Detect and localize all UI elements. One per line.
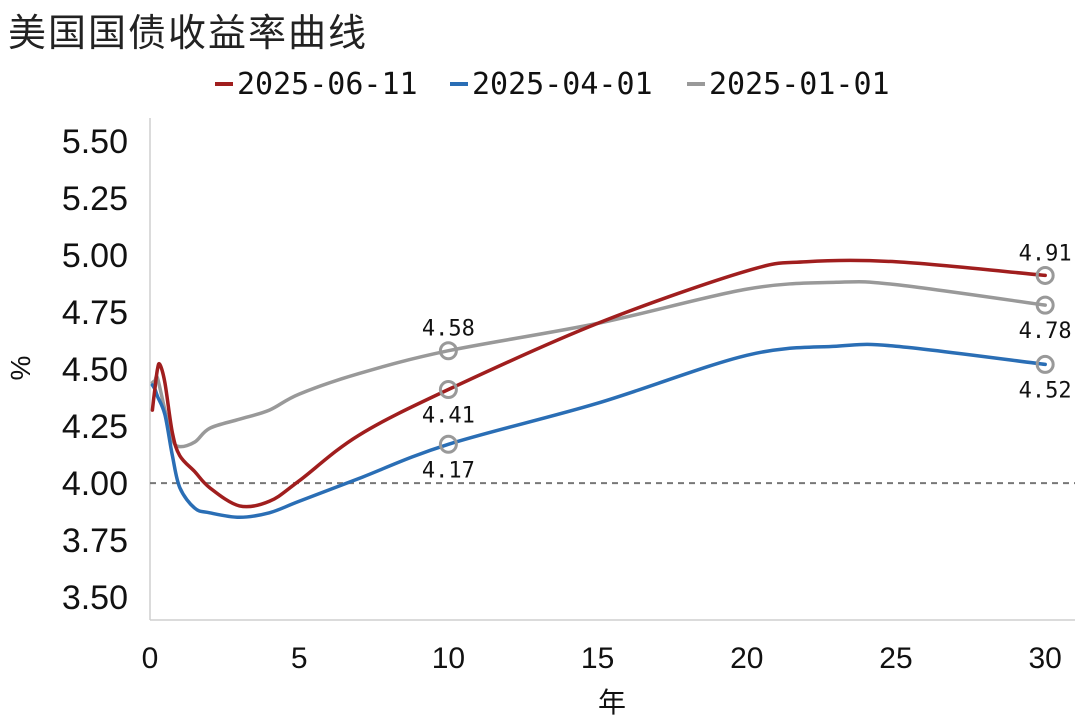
data-label: 4.17 [422,458,475,483]
y-tick-label: 5.50 [62,123,128,161]
x-tick-label: 0 [142,642,159,675]
x-tick-label: 10 [432,642,465,675]
annotation-marker [438,380,458,400]
chart-title: 美国国债收益率曲线 [8,11,369,55]
annotation-marker [438,341,458,361]
legend-swatch-2025-01-01 [687,82,705,86]
y-tick-label: 5.00 [62,237,128,275]
y-tick-label: 4.75 [62,294,128,332]
data-label: 4.41 [422,404,475,429]
legend-item-2025-04-01: 2025-04-01 [450,62,653,106]
annotation-marker [1035,295,1055,315]
x-tick-label: 20 [730,642,763,675]
annotation-marker [1035,354,1055,374]
annotation-marker [438,434,458,454]
legend-item-2025-01-01: 2025-01-01 [687,62,890,106]
y-tick-label: 4.25 [62,408,128,446]
legend-item-2025-06-11: 2025-06-11 [215,62,418,106]
legend-label-2025-01-01: 2025-01-01 [709,66,890,102]
data-labels: 4.41 4.91 4.17 4.52 4.58 4.78 [422,241,1072,483]
series-line-2025-01-01 [150,279,1047,449]
series-line-2025-04-01 [150,342,1047,520]
x-tick-label: 25 [879,642,912,675]
data-label: 4.52 [1019,378,1072,403]
data-label: 4.58 [422,317,475,342]
legend-swatch-2025-06-11 [215,82,233,86]
series-lines [150,258,1047,520]
y-tick-label: 3.75 [62,522,128,560]
data-label: 4.78 [1019,319,1072,344]
y-tick-labels: 3.50 3.75 4.00 4.25 4.50 4.75 5.00 5.25 5.50 [62,123,128,617]
y-tick-label: 3.50 [62,579,128,617]
x-axis-label: 年 [598,687,626,718]
y-tick-label: 4.50 [62,351,128,389]
annotation-markers [438,265,1055,454]
legend-label-2025-04-01: 2025-04-01 [472,66,653,102]
legend-swatch-2025-04-01 [450,82,468,86]
x-tick-label: 15 [581,642,614,675]
annotation-marker [1035,265,1055,285]
x-tick-label: 30 [1028,642,1061,675]
data-label: 4.91 [1019,241,1072,266]
legend: 2025-06-11 2025-04-01 2025-01-01 [0,62,1080,106]
x-tick-labels: 0 5 10 15 20 25 30 [142,642,1062,675]
y-tick-label: 4.00 [62,465,128,503]
y-axis-label: % [5,356,36,381]
x-tick-label: 5 [291,642,308,675]
legend-label-2025-06-11: 2025-06-11 [237,66,418,102]
y-tick-label: 5.25 [62,180,128,218]
series-line-2025-06-11 [150,258,1047,509]
